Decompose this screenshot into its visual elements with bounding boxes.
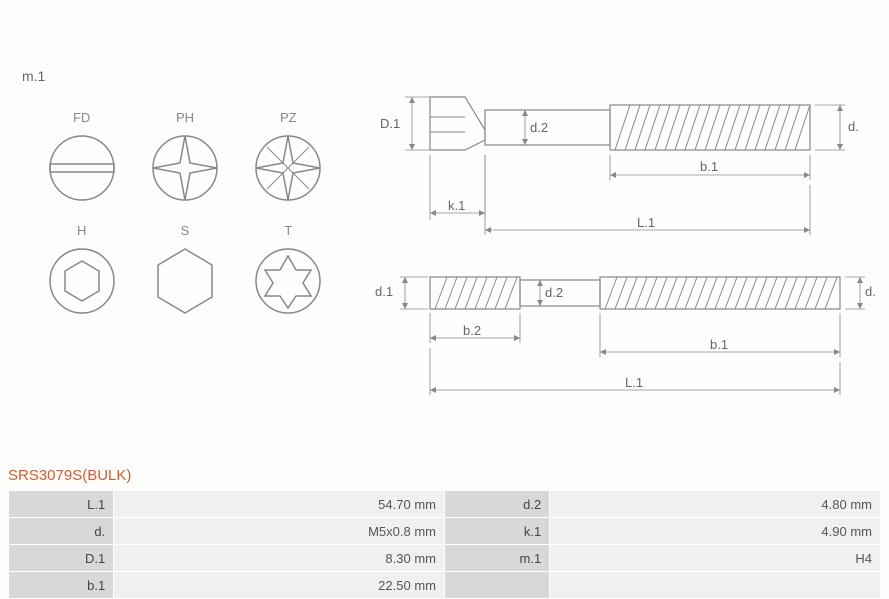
param-cell: L.1 — [9, 491, 114, 518]
hex-external-icon — [150, 246, 220, 316]
param-cell: b.1 — [9, 572, 114, 599]
dim-b1-2: b.1 — [710, 337, 728, 352]
param-cell: D.1 — [9, 545, 114, 572]
value-cell: 22.50 mm — [114, 572, 445, 599]
param-cell: d. — [9, 518, 114, 545]
drive-label-pz: PZ — [280, 110, 297, 125]
table-row: d. M5x0.8 mm k.1 4.90 mm — [9, 518, 881, 545]
torx-icon — [253, 246, 323, 316]
value-cell: 8.30 mm — [114, 545, 445, 572]
value-cell: 4.80 mm — [550, 491, 881, 518]
value-cell: 4.90 mm — [550, 518, 881, 545]
table-row: L.1 54.70 mm d.2 4.80 mm — [9, 491, 881, 518]
drive-type-s: S — [135, 223, 235, 316]
dim-d-2: d. — [865, 284, 875, 299]
dim-L1-2: L.1 — [625, 375, 643, 390]
value-cell: M5x0.8 mm — [114, 518, 445, 545]
param-cell: d.2 — [444, 491, 549, 518]
drive-type-fd: FD — [32, 110, 132, 203]
drive-types-grid: FD PH PZ — [30, 110, 340, 336]
product-title: SRS3079S(BULK) — [8, 467, 131, 484]
drive-type-pz: PZ — [238, 110, 338, 203]
drive-type-h: H — [32, 223, 132, 316]
slot-icon — [47, 133, 117, 203]
param-cell — [444, 572, 549, 599]
dim-b2: b.2 — [463, 323, 481, 338]
pozi-icon — [253, 133, 323, 203]
drive-label-s: S — [181, 223, 190, 238]
dim-d-1: d. — [848, 119, 859, 134]
hex-socket-icon — [47, 246, 117, 316]
table-row: b.1 22.50 mm — [9, 572, 881, 599]
value-cell: H4 — [550, 545, 881, 572]
param-cell: k.1 — [444, 518, 549, 545]
dim-D1: D.1 — [380, 116, 400, 131]
table-row: D.1 8.30 mm m.1 H4 — [9, 545, 881, 572]
param-cell: m.1 — [444, 545, 549, 572]
technical-drawing: D.1 d.2 d. k.1 b.1 — [370, 55, 875, 425]
screw-1: D.1 d.2 d. k.1 b.1 — [380, 97, 859, 235]
value-cell — [550, 572, 881, 599]
drive-type-t: T — [238, 223, 338, 316]
drive-label-h: H — [77, 223, 86, 238]
dim-d2-1: d.2 — [530, 120, 548, 135]
drive-label-ph: PH — [176, 110, 194, 125]
spec-table: L.1 54.70 mm d.2 4.80 mm d. M5x0.8 mm k.… — [8, 490, 881, 599]
drive-row-1: FD PH PZ — [30, 110, 340, 203]
screw-2: d.1 d.2 d. b.2 b.1 — [375, 277, 875, 395]
phillips-icon — [150, 133, 220, 203]
drive-label-t: T — [284, 223, 292, 238]
dim-L1-1: L.1 — [637, 215, 655, 230]
dim-k1: k.1 — [448, 198, 465, 213]
drive-label-fd: FD — [73, 110, 90, 125]
diagram-area: m.1 FD PH PZ — [0, 0, 889, 440]
drive-row-2: H S T — [30, 223, 340, 316]
value-cell: 54.70 mm — [114, 491, 445, 518]
dim-d1-2: d.1 — [375, 284, 393, 299]
dim-b1-1: b.1 — [700, 159, 718, 174]
dim-d2-2: d.2 — [545, 285, 563, 300]
drive-type-ph: PH — [135, 110, 235, 203]
m1-label: m.1 — [22, 68, 45, 84]
